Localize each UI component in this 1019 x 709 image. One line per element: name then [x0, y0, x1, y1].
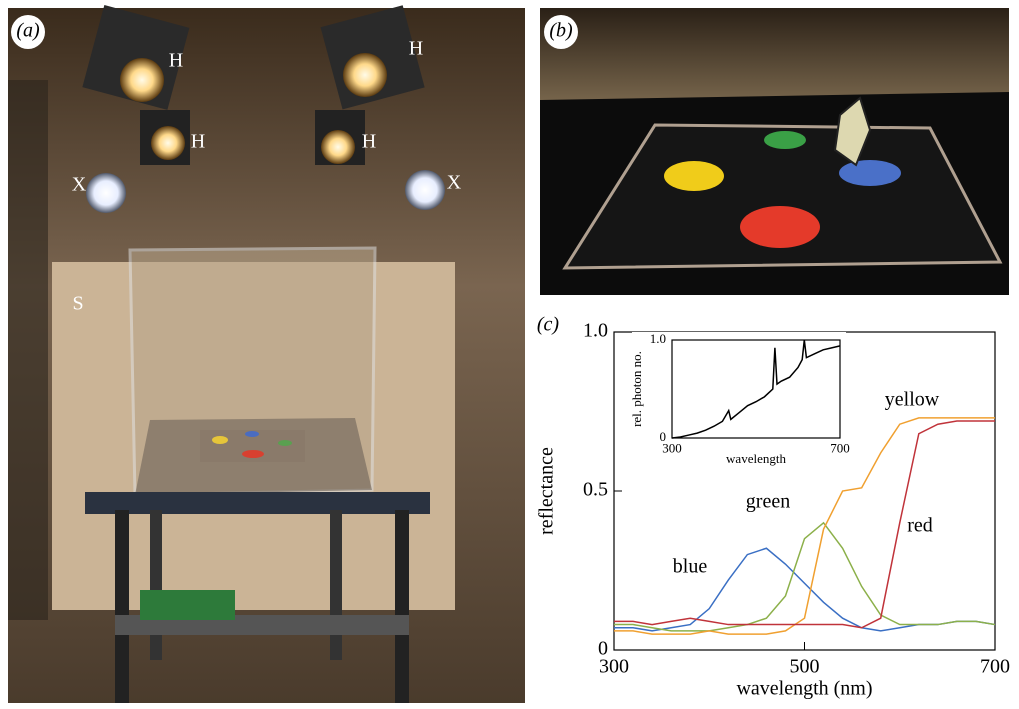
y-tick-label: 0.5 — [583, 479, 608, 501]
photo-a: (a) H H H H X X S — [8, 5, 525, 703]
photo-label: H — [409, 38, 423, 60]
y-axis-label: rel. photon no. — [629, 351, 644, 427]
photo-b: (b) — [540, 8, 1009, 295]
y-tick-label: 0 — [660, 429, 667, 444]
photo-label: H — [362, 131, 376, 153]
y-tick-label: 1.0 — [650, 331, 666, 346]
x-tick-label: 500 — [790, 656, 820, 678]
series-label: yellow — [885, 389, 940, 411]
x-tick-label: 700 — [980, 656, 1010, 678]
x-axis-label: wavelength — [726, 451, 786, 466]
y-axis-label: reflectance — [536, 447, 558, 535]
photo-label: H — [169, 50, 183, 72]
series-label: blue — [673, 556, 708, 578]
series-label: red — [907, 515, 933, 537]
photo-label: S — [72, 293, 83, 315]
photo-label: X — [447, 172, 462, 194]
y-tick-label: 0 — [598, 638, 608, 660]
y-tick-label: 1.0 — [583, 320, 608, 342]
x-axis-label: wavelength (nm) — [736, 678, 872, 700]
figure: (a) H H H H X X S (b) (c) 30050070000.51… — [0, 0, 1019, 709]
photo-label: X — [72, 174, 87, 196]
panel-label: (b) — [549, 20, 573, 42]
x-tick-label: 700 — [830, 441, 850, 456]
photo-label: H — [191, 131, 205, 153]
panel-label: (c) — [537, 314, 560, 336]
series-label: green — [746, 491, 790, 513]
panel-label: (a) — [16, 20, 40, 42]
